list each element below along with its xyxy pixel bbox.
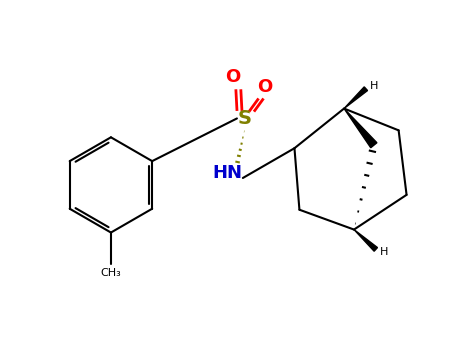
Polygon shape bbox=[344, 108, 377, 148]
Text: CH₃: CH₃ bbox=[101, 268, 121, 278]
Text: O: O bbox=[257, 78, 273, 96]
Text: H: H bbox=[380, 247, 388, 257]
Polygon shape bbox=[354, 230, 378, 251]
Text: H: H bbox=[370, 81, 378, 91]
Text: HN: HN bbox=[212, 164, 242, 182]
Polygon shape bbox=[344, 87, 368, 108]
Text: S: S bbox=[238, 109, 252, 128]
Text: O: O bbox=[225, 68, 241, 86]
